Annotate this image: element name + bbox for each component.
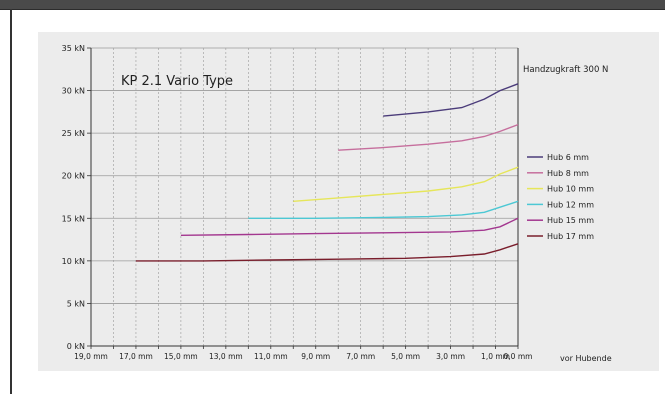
x-tick-label: 0,0 mm bbox=[504, 352, 533, 361]
tick-labels: 0 kN 5 kN 10 kN 15 kN 20 kN 25 kN 30 kN 35 kN 19… bbox=[62, 44, 533, 361]
grid-lines bbox=[90, 47, 519, 346]
legend-label: Hub 12 mm bbox=[547, 200, 594, 209]
axes bbox=[87, 47, 519, 349]
x-tick-label: 17,0 mm bbox=[119, 352, 153, 361]
series-line-hub-10-mm bbox=[293, 166, 519, 202]
y-tick-label: 5 kN bbox=[67, 299, 85, 308]
y-tick-label: 0 kN bbox=[67, 342, 85, 351]
x-tick-label: 5,0 mm bbox=[391, 352, 420, 361]
legend-label: Hub 17 mm bbox=[547, 232, 594, 241]
legend-label: Hub 15 mm bbox=[547, 216, 594, 225]
x-tick-label: 9,0 mm bbox=[301, 352, 330, 361]
chart-subtitle: Handzugkraft 300 N bbox=[523, 65, 608, 75]
y-tick-label: 30 kN bbox=[62, 87, 85, 96]
chart-background-panel bbox=[38, 32, 659, 371]
y-tick-label: 10 kN bbox=[62, 257, 85, 266]
x-tick-label: 11,0 mm bbox=[254, 352, 288, 361]
x-tick-label: 3,0 mm bbox=[436, 352, 465, 361]
series-line-hub-6-mm bbox=[383, 83, 519, 117]
x-tick-label: 13,0 mm bbox=[209, 352, 243, 361]
legend: Hub 6 mm Hub 8 mm Hub 10 mm Hub 12 mm Hub 15… bbox=[527, 153, 594, 241]
x-tick-label: 7,0 mm bbox=[346, 352, 375, 361]
left-border-rule bbox=[10, 9, 12, 394]
series-line-hub-8-mm bbox=[338, 123, 519, 151]
legend-label: Hub 8 mm bbox=[547, 169, 589, 178]
series-line-hub-15-mm bbox=[180, 217, 519, 236]
chart-title: KP 2.1 Vario Type bbox=[121, 74, 233, 89]
y-tick-label: 15 kN bbox=[62, 214, 85, 223]
window-top-bar bbox=[0, 0, 665, 10]
legend-label: Hub 6 mm bbox=[547, 153, 589, 162]
x-tick-label: 1,0 mm bbox=[481, 352, 510, 361]
x-tick-label: 15,0 mm bbox=[164, 352, 198, 361]
series-line-hub-17-mm bbox=[135, 243, 519, 262]
x-tick-label: 19,0 mm bbox=[74, 352, 108, 361]
series-lines bbox=[135, 83, 519, 262]
y-tick-label: 35 kN bbox=[62, 44, 85, 53]
legend-label: Hub 10 mm bbox=[547, 185, 594, 194]
y-tick-label: 25 kN bbox=[62, 129, 85, 138]
y-tick-label: 20 kN bbox=[62, 172, 85, 181]
x-axis-label: vor Hubende bbox=[560, 354, 612, 363]
series-line-hub-12-mm bbox=[248, 200, 519, 220]
